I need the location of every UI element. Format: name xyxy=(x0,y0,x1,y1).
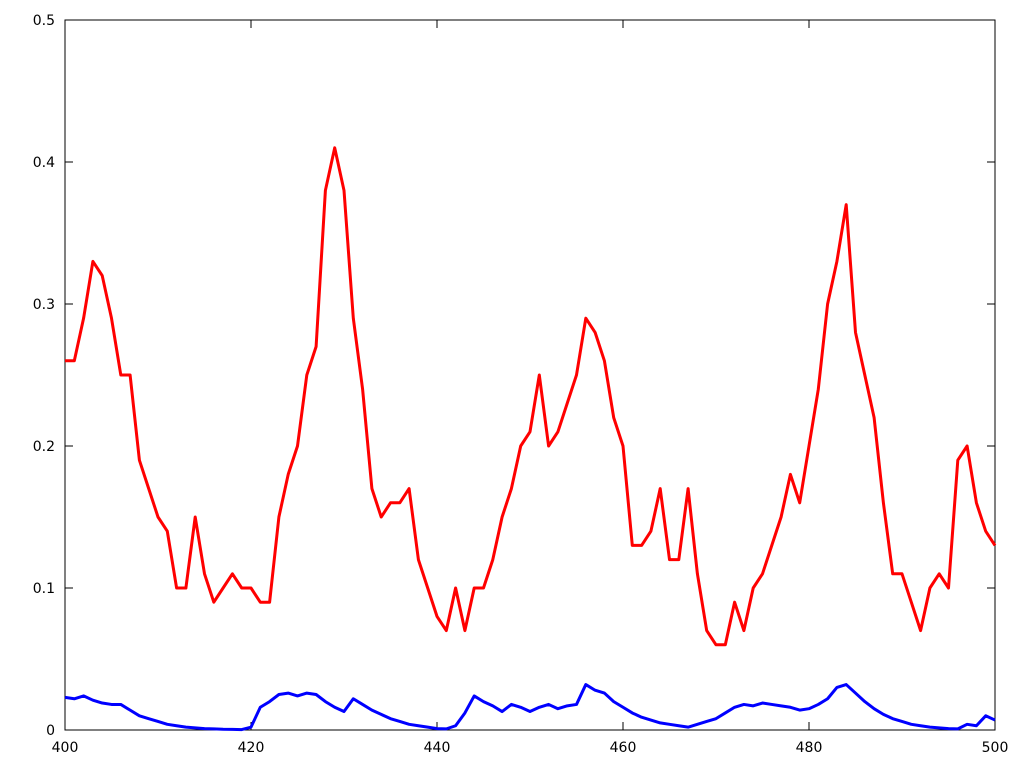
y-tick-label: 0.5 xyxy=(33,13,55,29)
y-tick-label: 0.2 xyxy=(33,439,55,455)
x-tick-label: 400 xyxy=(52,740,79,756)
plot-border xyxy=(64,19,996,731)
x-tick-label: 480 xyxy=(796,740,823,756)
x-tick-label: 420 xyxy=(238,740,265,756)
x-tick-label: 440 xyxy=(424,740,451,756)
data-line xyxy=(65,146,997,647)
y-tick-label: 0.3 xyxy=(33,297,55,313)
y-tick-label: 0 xyxy=(46,723,55,739)
data-line xyxy=(64,683,996,732)
y-tick-label: 0.1 xyxy=(33,581,55,597)
x-tick-label: 460 xyxy=(610,740,637,756)
y-tick-label: 0.4 xyxy=(33,155,55,171)
x-tick-label: 500 xyxy=(982,740,1009,756)
